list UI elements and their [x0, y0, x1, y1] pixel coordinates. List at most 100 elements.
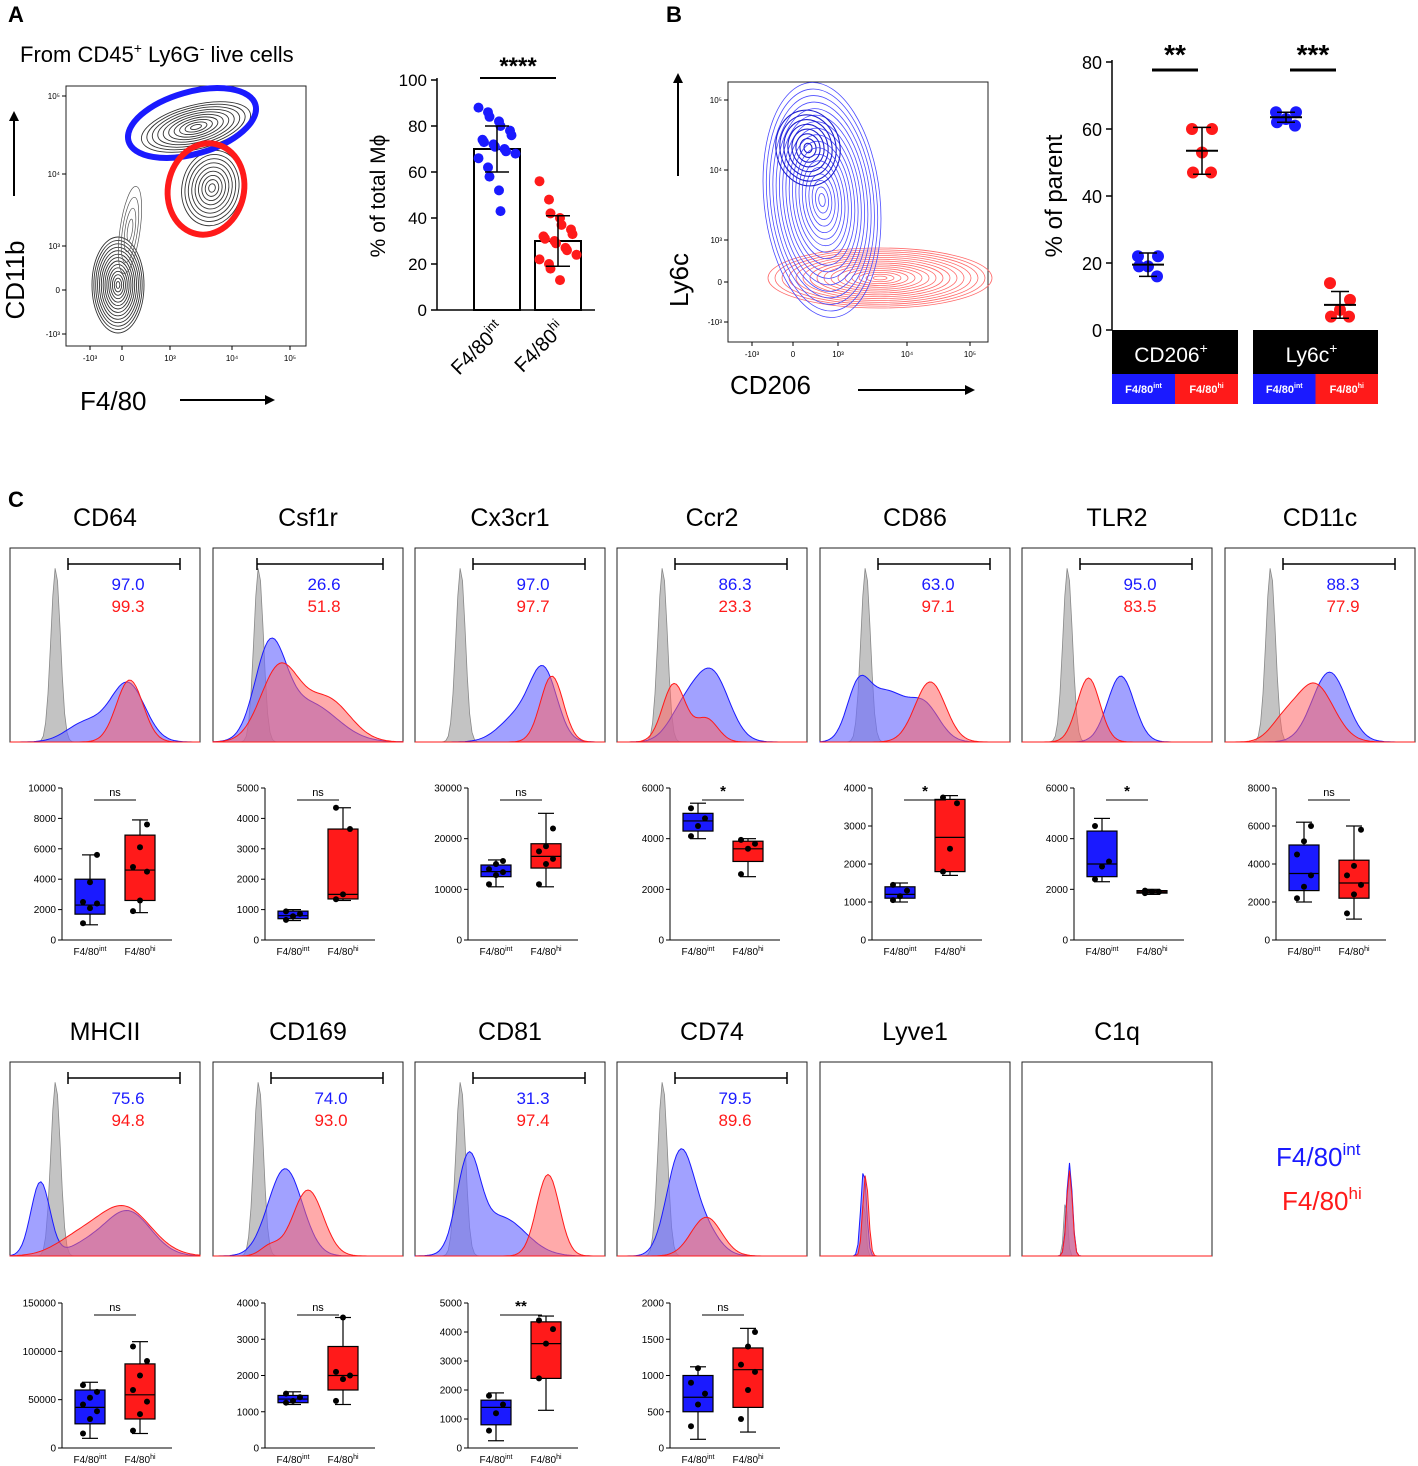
- contour-int: [168, 113, 224, 141]
- x-tick-label: 10⁴: [226, 354, 239, 363]
- y-tick-label: 2000: [1046, 885, 1069, 896]
- contour-int-core: [803, 142, 813, 154]
- y-tick-label: 0: [1062, 936, 1068, 947]
- data-point: [283, 908, 289, 915]
- contour-int-core: [783, 119, 833, 177]
- y-tick-label: 10³: [710, 236, 722, 245]
- data-point: [688, 1379, 694, 1386]
- data-point: [1308, 823, 1314, 829]
- flow-frame: [65, 85, 307, 347]
- data-point: [954, 800, 960, 807]
- data-point: [543, 1340, 549, 1347]
- data-point: [1156, 888, 1162, 895]
- percent-int: 74.0: [314, 1089, 347, 1108]
- hi-histogram: [415, 1173, 605, 1257]
- box-hi: [732, 1347, 764, 1408]
- contour-hi: [858, 271, 902, 285]
- contour-hi: [781, 251, 979, 305]
- data-point: [80, 1382, 86, 1389]
- data-point: [545, 263, 556, 274]
- percent-hi: 77.9: [1326, 597, 1359, 616]
- data-point: [493, 872, 499, 879]
- y-tick-label: 20: [1082, 254, 1102, 274]
- data-point: [550, 1326, 556, 1333]
- contour-int: [765, 88, 879, 312]
- percent-hi: 99.3: [111, 597, 144, 616]
- percent-hi: 51.8: [307, 597, 340, 616]
- data-point: [484, 171, 495, 182]
- x-tick-label: F4/80int: [74, 1454, 107, 1466]
- contour-low: [102, 257, 134, 313]
- boxplot-tlr2: 0 2000 4000 6000 F4/80int F4/80hi *: [1046, 783, 1184, 958]
- marker-title: Ccr2: [686, 504, 739, 532]
- histogram-c1q: C1q: [1021, 1018, 1213, 1257]
- gate-int: [124, 85, 260, 161]
- marker-title: MHCII: [70, 1018, 141, 1046]
- data-point: [745, 845, 751, 852]
- data-point: [495, 206, 506, 217]
- data-point: [1206, 123, 1218, 135]
- legend-hi: F4/80hi: [1282, 1184, 1362, 1216]
- y-tick-label: 5000: [440, 1299, 463, 1310]
- x-tick-label: F4/80int: [277, 946, 310, 958]
- data-point: [695, 823, 701, 829]
- boxplot-mhcii: 0 50000 100000 150000 F4/80int F4/80hi ns: [23, 1299, 172, 1466]
- y-tick-label: 2000: [440, 1386, 463, 1397]
- y-tick-label: 0: [50, 936, 56, 947]
- x-tick-label: 10³: [832, 350, 844, 359]
- histogram-cd81: CD81 31.3 97.4: [414, 1018, 606, 1257]
- data-point: [80, 899, 86, 905]
- y-tick-label: 6000: [642, 784, 665, 795]
- data-point: [1301, 838, 1307, 845]
- significance-label: **: [1164, 39, 1186, 70]
- panel-b-scatter: 0 20 40 60 80 % of parent CD206+ F4/80int F4/80h…: [1041, 39, 1378, 404]
- histogram-frame: [819, 1061, 1011, 1257]
- data-point: [1358, 826, 1364, 833]
- data-point: [500, 1401, 506, 1408]
- percent-int: 88.3: [1326, 575, 1359, 594]
- contour-int: [798, 153, 846, 247]
- percent-int: 63.0: [921, 575, 954, 594]
- data-point: [501, 146, 511, 157]
- y-tick-label: 1000: [237, 905, 260, 916]
- histogram-frame: [414, 547, 606, 743]
- data-point: [688, 805, 694, 812]
- data-point: [1270, 106, 1282, 119]
- contour-int: [788, 134, 856, 266]
- y-tick-label: 60: [1082, 120, 1102, 140]
- contour-hi: [208, 183, 216, 193]
- data-point: [340, 1376, 346, 1383]
- significance-label: **: [515, 1298, 527, 1315]
- data-point: [486, 1427, 492, 1434]
- data-point: [738, 871, 744, 878]
- contour-int: [162, 111, 230, 143]
- data-point: [283, 1399, 289, 1406]
- data-point: [738, 836, 744, 843]
- contour-hi: [774, 249, 986, 307]
- data-point: [534, 254, 545, 265]
- data-point: [479, 137, 489, 148]
- data-point: [297, 910, 303, 917]
- marker-title: CD81: [478, 1018, 542, 1046]
- x-tick-label: 10³: [164, 354, 176, 363]
- contour-int: [775, 108, 869, 292]
- x-tick-label: 10⁵: [284, 354, 296, 363]
- data-point: [1149, 888, 1155, 895]
- percent-int: 97.0: [516, 575, 549, 594]
- x-tick-label: F4/80hi: [732, 946, 763, 958]
- contour-low: [108, 267, 128, 303]
- significance-label: *: [720, 783, 726, 800]
- data-point: [290, 1397, 296, 1404]
- x-tick-label: F4/80int: [480, 946, 513, 958]
- data-point: [510, 148, 521, 159]
- significance-label: ns: [109, 787, 121, 799]
- marker-title: CD11c: [1283, 504, 1358, 532]
- y-tick-label: 10000: [434, 885, 462, 896]
- data-point: [688, 833, 694, 840]
- contour-int: [762, 82, 882, 318]
- data-point: [1324, 277, 1336, 290]
- data-point: [144, 1398, 150, 1405]
- data-point: [333, 804, 339, 811]
- significance-label: ns: [717, 1302, 729, 1314]
- y-tick-label: 30000: [434, 784, 462, 795]
